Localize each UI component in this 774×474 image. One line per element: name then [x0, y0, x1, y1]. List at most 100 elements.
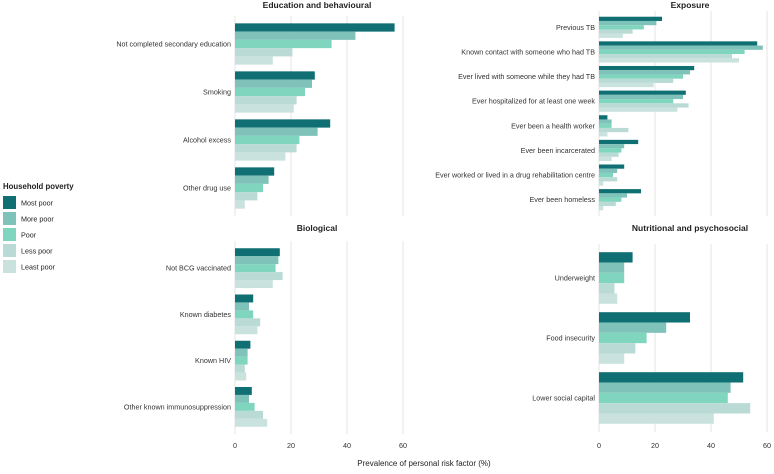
panel-0: Education and behavioural Not completed s…: [116, 0, 404, 216]
bar-more-poor: [235, 302, 249, 311]
bar-less-poor: [235, 48, 293, 57]
x-axis-title: Prevalence of personal risk factor (%): [357, 459, 491, 468]
bar-less-poor: [235, 144, 297, 153]
bar-least-poor: [235, 418, 268, 427]
bar-more-poor: [599, 119, 612, 124]
x-tick-label: 0: [233, 441, 237, 450]
bar-poor: [235, 39, 332, 49]
bar-least-poor: [235, 326, 258, 335]
bar-more-poor: [235, 127, 318, 136]
bar-least-poor: [599, 132, 608, 137]
bar-poor: [599, 172, 613, 178]
category-label: Ever worked or lived in a drug rehabilit…: [435, 171, 595, 180]
bar-most-poor: [235, 71, 315, 80]
bar-most-poor: [599, 65, 695, 71]
bar-most-poor: [235, 340, 251, 349]
bar-poor: [599, 74, 683, 79]
category-label: Ever been homeless: [529, 195, 595, 204]
bar-most-poor: [599, 164, 625, 169]
category-label: Ever been incarcerated: [521, 146, 595, 155]
bar-poor: [235, 135, 300, 145]
panel-1: Exposure Previous TB Known contact with so…: [435, 0, 768, 216]
bar-most-poor: [599, 90, 686, 95]
bar-poor: [599, 272, 625, 284]
x-tick-label: 0: [597, 441, 601, 450]
category-label: Ever been a health worker: [511, 121, 596, 130]
bar-more-poor: [599, 193, 627, 198]
bar-more-poor: [599, 262, 625, 273]
legend-swatch: [3, 228, 16, 241]
bar-less-poor: [599, 103, 689, 108]
legend-label: Less poor: [21, 247, 53, 256]
bar-poor: [235, 264, 276, 273]
category-label: Previous TB: [556, 23, 595, 32]
bar-least-poor: [235, 104, 294, 113]
bar-least-poor: [599, 293, 618, 304]
bar-less-poor: [599, 201, 616, 207]
bar-more-poor: [235, 31, 356, 40]
bar-least-poor: [599, 156, 612, 162]
category-label: Known contact with someone who had TB: [461, 47, 595, 56]
bar-less-poor: [599, 54, 732, 59]
category-label: Ever hospitalized for at least one week: [472, 97, 595, 106]
category-label: Other known immunosuppression: [124, 402, 231, 411]
legend: Household poverty Most poor More poor Poor…: [3, 182, 74, 273]
bar-less-poor: [599, 29, 633, 34]
bar-more-poor: [599, 168, 618, 173]
bar-most-poor: [235, 294, 254, 303]
panel-2: Biological Not BCG vaccinated Known diabet…: [124, 223, 404, 434]
bar-less-poor: [599, 152, 619, 157]
bar-more-poor: [235, 175, 269, 184]
bar-more-poor: [599, 20, 657, 26]
bar-least-poor: [599, 181, 604, 186]
x-tick-label: 40: [707, 441, 715, 450]
legend-label: More poor: [21, 215, 54, 224]
category-label: Known HIV: [195, 356, 231, 365]
bar-poor: [599, 197, 622, 202]
legend-title: Household poverty: [3, 182, 74, 191]
bar-more-poor: [599, 45, 763, 50]
legend-label: Poor: [21, 231, 37, 240]
bar-least-poor: [599, 58, 739, 63]
bar-most-poor: [235, 386, 252, 395]
bar-less-poor: [235, 410, 263, 419]
bar-least-poor: [235, 372, 247, 381]
legend-item: Less poor: [3, 244, 53, 257]
panel-3: Nutritional and psychosocial Underweight F…: [532, 223, 768, 432]
bar-poor: [599, 99, 674, 104]
bar-more-poor: [235, 256, 279, 265]
bar-less-poor: [599, 283, 615, 294]
bar-least-poor: [599, 413, 714, 424]
bar-poor: [235, 402, 255, 411]
x-tick-label: 40: [343, 441, 351, 450]
category-label: Not BCG vaccinated: [166, 264, 231, 273]
bar-poor: [599, 392, 728, 404]
panel-title: Education and behavioural: [263, 0, 372, 10]
bar-more-poor: [235, 348, 248, 357]
bar-poor: [235, 310, 254, 319]
bar-less-poor: [599, 78, 674, 83]
category-label: Food insecurity: [546, 334, 595, 343]
bar-least-poor: [235, 200, 245, 209]
bar-least-poor: [599, 206, 604, 211]
bar-most-poor: [235, 119, 331, 128]
bar-poor: [235, 356, 248, 365]
bar-more-poor: [599, 382, 731, 393]
bar-less-poor: [235, 192, 258, 201]
x-tick-label: 60: [399, 441, 407, 450]
panel-title: Nutritional and psychosocial: [632, 223, 748, 233]
bar-more-poor: [599, 70, 690, 75]
legend-swatch: [3, 196, 16, 209]
category-label: Lower social capital: [532, 394, 595, 403]
legend-label: Most poor: [21, 199, 54, 208]
bar-less-poor: [235, 318, 261, 327]
bar-poor: [235, 87, 305, 97]
category-label: Known diabetes: [180, 310, 232, 319]
bar-less-poor: [599, 177, 618, 182]
legend-item: More poor: [3, 212, 54, 225]
bar-poor: [235, 183, 263, 193]
bar-poor: [599, 123, 612, 128]
bar-more-poor: [235, 394, 249, 403]
category-label: Underweight: [555, 274, 595, 283]
